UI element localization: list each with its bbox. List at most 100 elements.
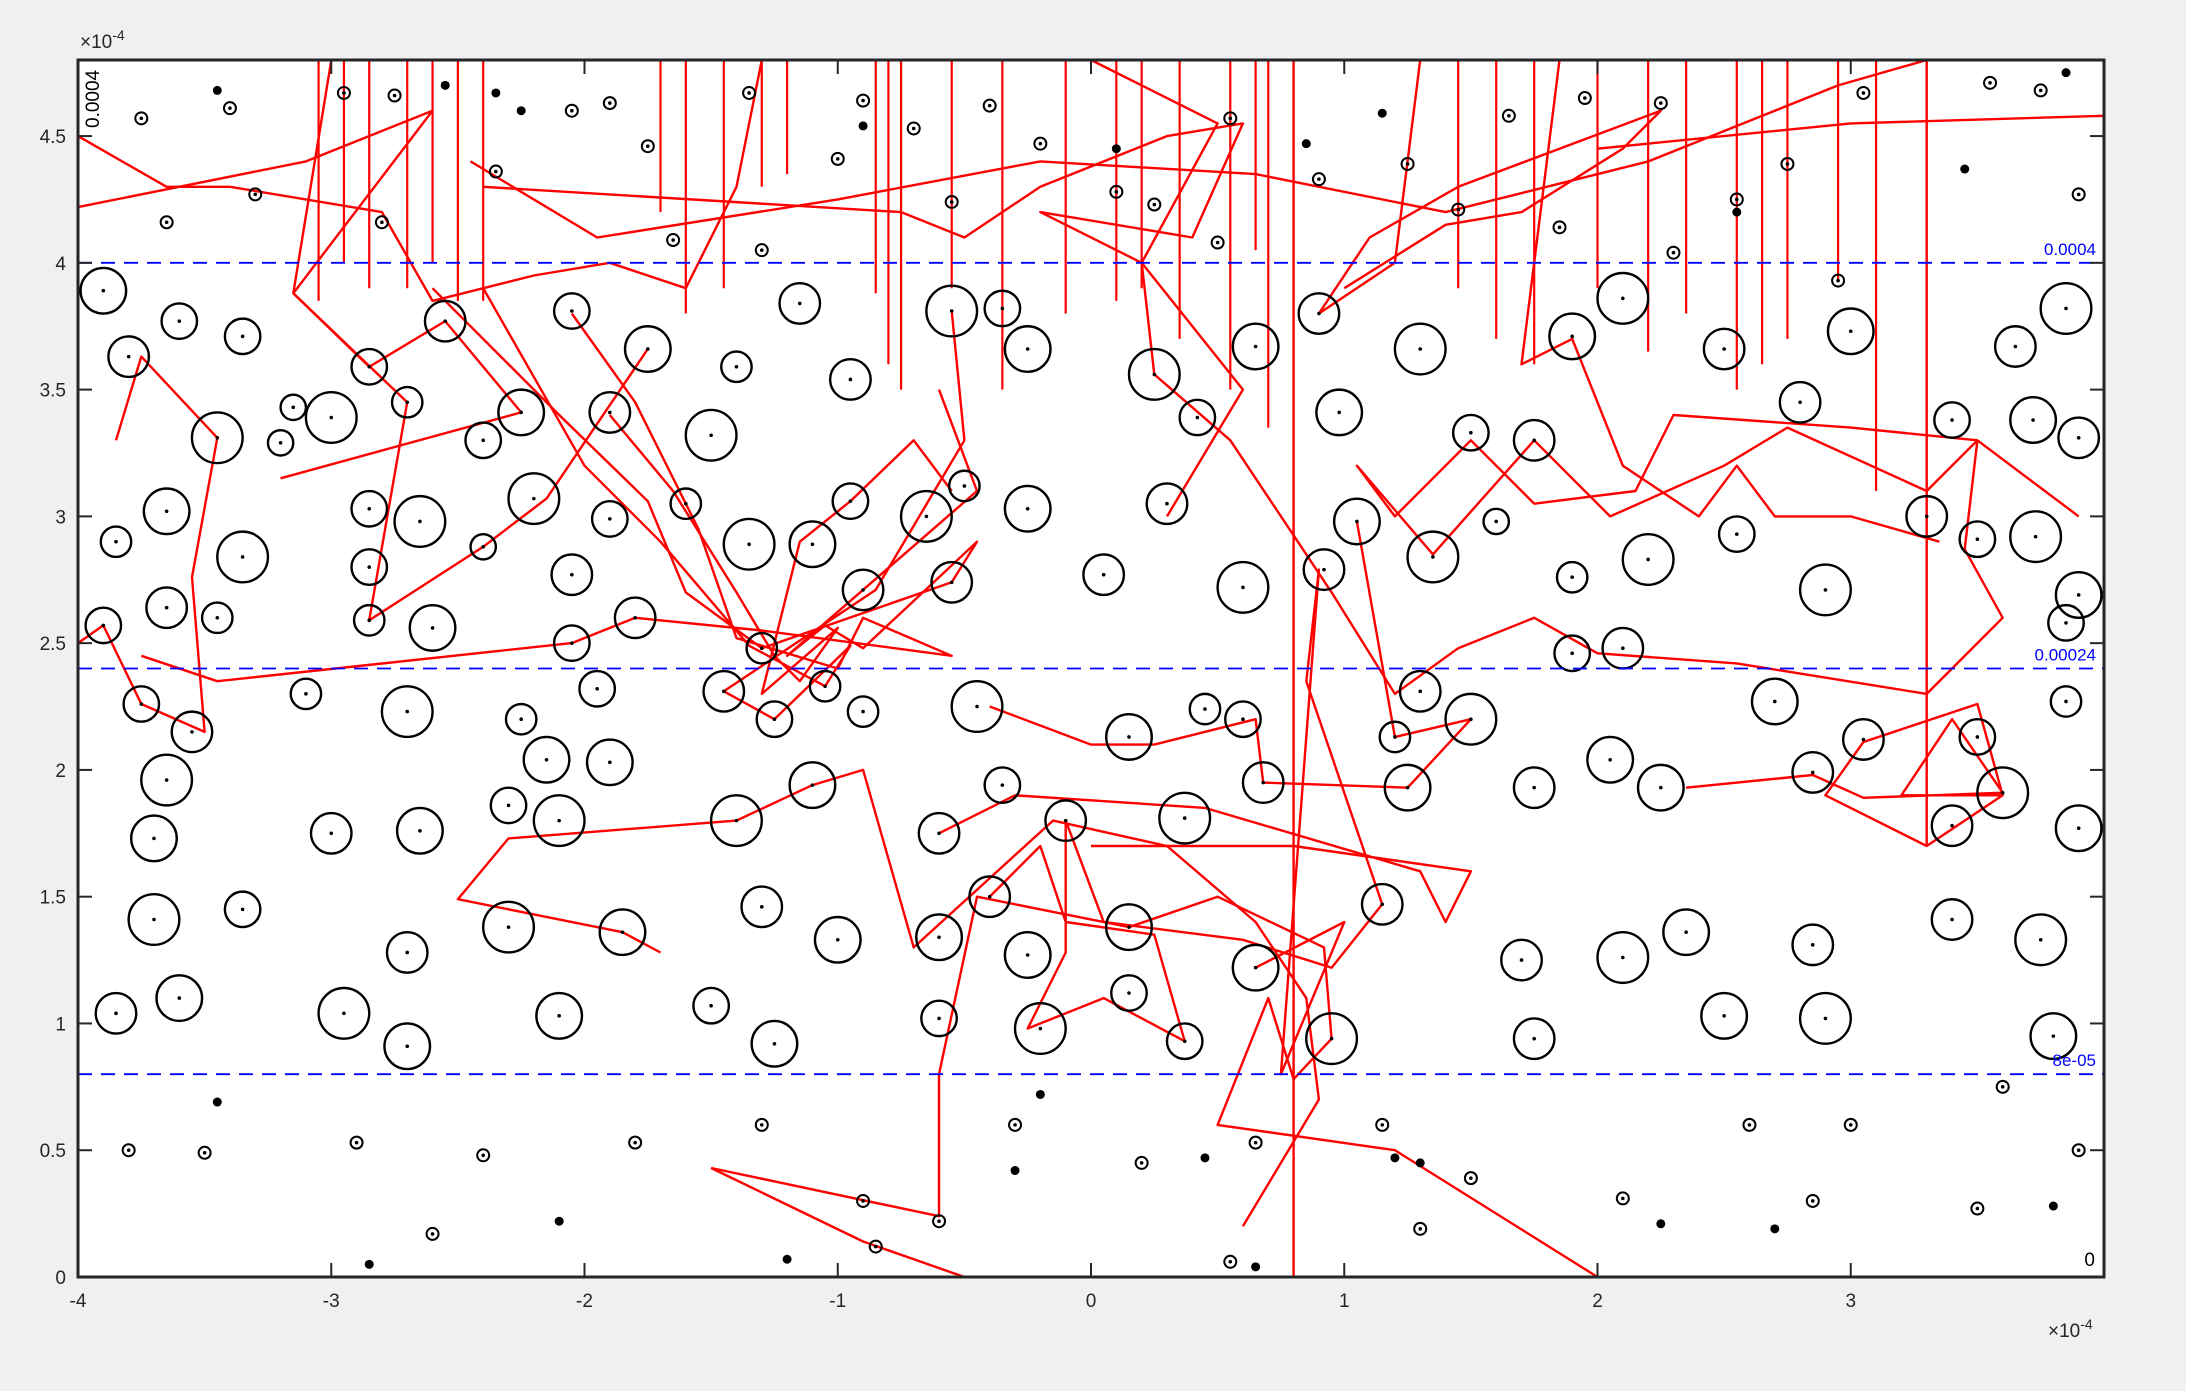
small-particle bbox=[1008, 1117, 1023, 1132]
plot-area: 8e-05 0.00024 0.0004 bbox=[77, 58, 2105, 1279]
particle-circle bbox=[216, 530, 270, 584]
x-exponent-label: ×10-4 bbox=[2048, 1316, 2093, 1342]
y-tick-label: 1 bbox=[55, 1014, 66, 1035]
particle-circle bbox=[846, 695, 880, 728]
particle-circle bbox=[1700, 991, 1749, 1040]
small-particle bbox=[1451, 202, 1466, 217]
particle-dot bbox=[1251, 1262, 1261, 1272]
trajectory-path-21 bbox=[1317, 59, 1663, 315]
small-particle bbox=[754, 243, 769, 258]
particle-circle bbox=[289, 677, 323, 711]
particle-circle bbox=[1596, 931, 1650, 985]
particle-circle bbox=[223, 890, 262, 929]
small-particle bbox=[944, 194, 959, 209]
particle-circle bbox=[1976, 766, 2030, 820]
particle-circle bbox=[535, 991, 584, 1040]
small-particle bbox=[336, 85, 351, 100]
particle-circle bbox=[808, 669, 842, 703]
particle-circle bbox=[464, 421, 503, 460]
particle-dot bbox=[1200, 1153, 1210, 1163]
particle-circle bbox=[788, 520, 837, 569]
small-particle bbox=[1223, 111, 1238, 126]
particle-circle bbox=[350, 489, 389, 528]
small-particle bbox=[1805, 1193, 1820, 1208]
small-particle bbox=[159, 215, 174, 230]
particle-circle bbox=[2054, 570, 2103, 619]
small-particle bbox=[628, 1135, 643, 1150]
particle-circle bbox=[1512, 766, 1556, 810]
particle-circle bbox=[140, 753, 194, 807]
trajectory-path-9 bbox=[456, 768, 1321, 1227]
particle-circle bbox=[129, 814, 178, 863]
labels-layer: -4 -3 -2 -1 0 1 2 3 0 0.5 1 1.5 2 2.5 3 3.5 4 4.5 bbox=[40, 127, 1856, 1312]
small-particle bbox=[1223, 1254, 1238, 1269]
particle-circle bbox=[2054, 804, 2103, 853]
particle-dot bbox=[212, 85, 222, 95]
particle-circle bbox=[740, 885, 784, 929]
particle-circle bbox=[122, 685, 161, 723]
small-particle bbox=[1653, 96, 1668, 111]
particle-circle bbox=[2014, 913, 2068, 967]
particle-circle bbox=[507, 472, 561, 526]
particle-circle bbox=[94, 991, 138, 1035]
small-particle bbox=[1501, 108, 1516, 123]
particle-circle bbox=[590, 499, 629, 538]
particle-circle bbox=[1003, 931, 1052, 979]
particle-circle bbox=[1444, 692, 1498, 746]
particle-circle bbox=[588, 390, 632, 434]
particle-circle bbox=[750, 1019, 799, 1068]
particle-circle bbox=[1158, 791, 1212, 845]
particle-circle bbox=[788, 761, 837, 810]
particle-circle bbox=[2039, 281, 2093, 335]
particle-circle bbox=[497, 388, 546, 437]
small-particle bbox=[1033, 136, 1048, 151]
particle-circle bbox=[1662, 908, 1711, 957]
small-particle bbox=[640, 139, 655, 154]
particle-circle bbox=[745, 631, 779, 665]
y-tick-label: 0 bbox=[55, 1268, 66, 1289]
particle-dot bbox=[1656, 1219, 1666, 1229]
y-tick-label: 2 bbox=[55, 761, 66, 782]
particle-circle bbox=[925, 284, 979, 338]
particle-circle bbox=[1224, 700, 1262, 739]
small-particle bbox=[1577, 91, 1592, 106]
particle-circle bbox=[2057, 416, 2101, 460]
trajectory-path-6 bbox=[608, 414, 953, 696]
small-particle bbox=[1147, 197, 1162, 212]
particle-circle bbox=[1500, 938, 1543, 982]
particle-dot bbox=[364, 1259, 374, 1269]
particle-circle bbox=[1778, 380, 1822, 424]
small-particle bbox=[742, 85, 757, 100]
particle-circle bbox=[1110, 974, 1148, 1012]
particle-circle bbox=[930, 560, 974, 604]
particle-circle bbox=[613, 596, 657, 640]
ticks-layer bbox=[77, 60, 2104, 1278]
particle-circle bbox=[79, 266, 128, 315]
small-particle bbox=[1983, 75, 1998, 90]
particle-circle bbox=[380, 685, 434, 739]
particle-circle bbox=[1791, 750, 1835, 794]
particle-circle bbox=[1003, 325, 1052, 374]
y-tick-label: 3 bbox=[55, 507, 66, 528]
small-particle bbox=[2033, 83, 2048, 98]
particle-circle bbox=[2047, 603, 2085, 642]
y-tick-label: 4.5 bbox=[40, 127, 66, 148]
particle-circle bbox=[395, 806, 444, 855]
particle-circle bbox=[504, 702, 538, 736]
particle-circle bbox=[899, 489, 953, 543]
particle-circle bbox=[1798, 563, 1852, 617]
trajectory-path-12 bbox=[988, 568, 1384, 1076]
particle-circle bbox=[481, 900, 536, 954]
particle-dot bbox=[1770, 1224, 1780, 1234]
particle-circle bbox=[968, 875, 1012, 919]
particle-circle bbox=[317, 986, 371, 1040]
trajectory-path-18 bbox=[1520, 59, 1940, 543]
small-particle bbox=[1615, 1191, 1630, 1206]
particle-circle bbox=[1013, 1002, 1067, 1056]
particle-circle bbox=[1383, 763, 1432, 812]
x-tick-label: -1 bbox=[829, 1291, 846, 1312]
particle-circle bbox=[304, 390, 358, 445]
particle-circle bbox=[1958, 718, 1997, 756]
small-particle bbox=[906, 121, 921, 136]
